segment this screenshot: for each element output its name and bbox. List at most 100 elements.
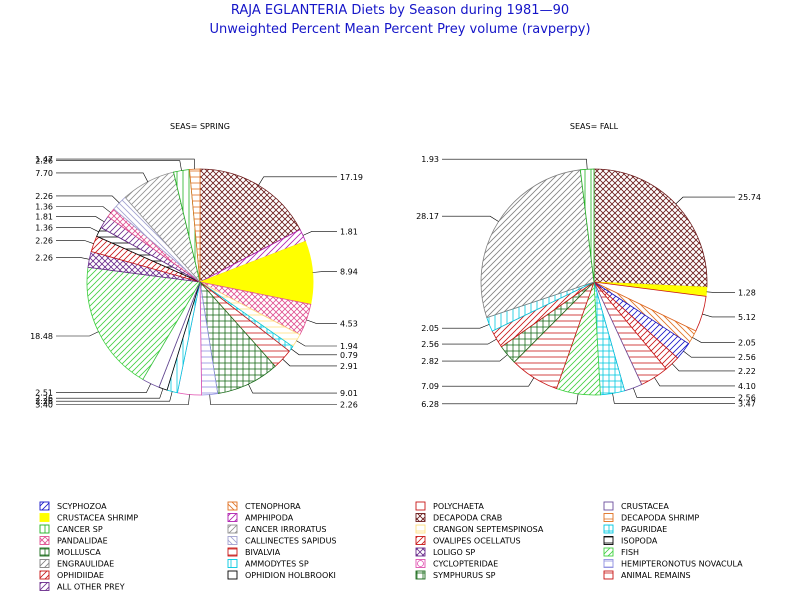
slice-value-label: 2.26 <box>340 401 358 410</box>
legend-label: CALLINECTES SAPIDUS <box>245 537 337 546</box>
legend-item-crustacea: CRUSTACEA <box>603 501 669 511</box>
legend-item-paguridae: PAGURIDAE <box>603 524 667 534</box>
legend-item-fish: FISH <box>603 547 639 557</box>
legend-label: AMMODYTES SP <box>245 560 309 569</box>
legend-item-all-other-prey: ALL OTHER PREY <box>39 582 125 592</box>
leader-line <box>442 338 497 345</box>
slice-value-label: 1.47 <box>35 155 53 164</box>
legend-label: CRUSTACEA SHRIMP <box>57 514 138 523</box>
slice-value-label: 2.26 <box>35 394 53 403</box>
legend-label: CANCER IRRORATUS <box>245 525 326 534</box>
legend-label: CRUSTACEA <box>621 502 669 511</box>
leader-line <box>248 383 337 394</box>
pie-slice-cancer-sp <box>579 168 595 283</box>
legend-swatch <box>39 524 50 534</box>
legend-label: OPHIDIIDAE <box>57 571 104 580</box>
legend-item-crangon-septemspinosa: CRANGON SEPTEMSPINOSA <box>415 524 544 534</box>
leader-line <box>56 227 99 233</box>
slice-value-label: 2.51 <box>35 389 53 398</box>
legend-label: ALL OTHER PREY <box>57 583 125 592</box>
leader-line <box>209 394 337 405</box>
legend-label: ANIMAL REMAINS <box>621 571 691 580</box>
leader-line <box>442 393 579 405</box>
legend-label: OPHIDION HOLBROOKI <box>245 571 336 580</box>
leader-line <box>442 377 535 387</box>
slice-value-label: 1.81 <box>35 213 53 222</box>
legend-swatch <box>227 524 238 534</box>
slice-value-label: 2.82 <box>421 357 439 366</box>
legend-swatch <box>227 513 238 522</box>
legend-swatch <box>39 559 50 568</box>
legend-label: OVALIPES OCELLATUS <box>433 537 521 546</box>
legend-item-ovalipes-ocellatus: OVALIPES OCELLATUS <box>415 536 521 546</box>
legend-swatch <box>603 570 614 580</box>
legend-label: SYMPHURUS SP <box>433 571 496 580</box>
pie-slice-decapoda-crab <box>199 168 301 283</box>
legend-label: PANDALIDAE <box>57 537 108 546</box>
legend-item-ophidion-holbrooki: OPHIDION HOLBROOKI <box>227 570 336 580</box>
leader-line <box>258 176 337 186</box>
legend-item-symphurus-sp: SYMPHURUS SP <box>415 570 496 580</box>
legend-item-polychaeta: POLYCHAETA <box>415 501 484 511</box>
slice-value-label: 3.47 <box>738 399 756 408</box>
legend-label: CYCLOPTERIDAE <box>433 560 498 569</box>
pie-seas-fall: SEAS= FALL 25.74 1.28 5.12 2.05 2.56 2.22 4.10 2… <box>416 122 761 409</box>
legend-label: PAGURIDAE <box>621 525 667 534</box>
slice-value-label: 2.26 <box>35 236 53 245</box>
slice-value-label: 1.36 <box>35 223 53 232</box>
legend-item-crustacea-shrimp: CRUSTACEA SHRIMP <box>39 513 138 523</box>
legend-item-decapoda-crab: DECAPODA CRAB <box>415 513 502 523</box>
legend-item-ophidiidae: OPHIDIIDAE <box>39 570 104 580</box>
leader-line <box>306 319 337 324</box>
slice-value-label: 7.70 <box>35 169 53 178</box>
legend-item-pandalidae: PANDALIDAE <box>39 536 108 546</box>
leader-line <box>56 206 111 213</box>
leader-line <box>692 337 735 343</box>
legend-item-cancer-irroratus: CANCER IRRORATUS <box>227 524 326 534</box>
slice-value-label: 1.81 <box>340 227 358 236</box>
leader-line <box>290 348 337 356</box>
leader-line <box>302 231 337 236</box>
slice-value-label: 4.10 <box>738 382 756 391</box>
legend-swatch <box>415 559 426 568</box>
slice-value-label: 2.26 <box>35 253 53 262</box>
legend-label: CANCER SP <box>57 525 103 534</box>
leader-line <box>442 158 588 170</box>
legend-swatch <box>415 536 426 545</box>
legend-item-isopoda: ISOPODA <box>603 536 658 546</box>
legend-swatch <box>227 501 238 511</box>
legend-label: DECAPODA SHRIMP <box>621 514 699 523</box>
slice-value-label: 25.74 <box>738 193 761 202</box>
slice-value-label: 2.05 <box>421 324 439 333</box>
legend-swatch <box>227 547 238 557</box>
legend-label: MOLLUSCA <box>57 548 101 557</box>
legend-swatch <box>603 559 614 568</box>
slice-value-label: 2.56 <box>738 393 756 402</box>
legend-swatch-circle <box>417 560 424 567</box>
legend-swatch <box>227 570 238 580</box>
slice-value-label: 2.22 <box>738 367 756 376</box>
legend-item-cancer-sp: CANCER SP <box>39 524 103 534</box>
leader-line <box>675 196 735 205</box>
pie-charts: SEAS= SPRING 17.19 1.81 8.94 4.53 1.940.79 2.9… <box>30 122 761 410</box>
slice-value-label: 2.91 <box>340 362 358 371</box>
leader-line <box>683 350 735 358</box>
legend-item-cyclopteridae: CYCLOPTERIDAE <box>415 559 498 569</box>
legend-swatch <box>415 570 426 580</box>
leader-line <box>56 172 149 182</box>
leader-line <box>56 216 105 223</box>
legend-label: LOLIGO SP <box>433 548 475 557</box>
slice-value-label: 4.53 <box>340 319 358 328</box>
leader-line <box>442 354 508 362</box>
pie-slice-decapoda-crab <box>593 168 708 288</box>
legend-swatch <box>39 547 50 557</box>
legend-item-bivalvia: BIVALVIA <box>227 547 281 557</box>
pie-slice-fish <box>86 266 201 380</box>
chart-subtitle: Unweighted Percent Mean Percent Prey vol… <box>209 22 591 37</box>
legend-swatch <box>415 513 426 522</box>
pie-seas-spring: SEAS= SPRING 17.19 1.81 8.94 4.53 1.940.79 2.9… <box>30 122 363 410</box>
slice-value-label: 6.28 <box>421 400 439 409</box>
legend-swatch <box>603 501 614 511</box>
legend-item-animal-remains: ANIMAL REMAINS <box>603 570 691 580</box>
